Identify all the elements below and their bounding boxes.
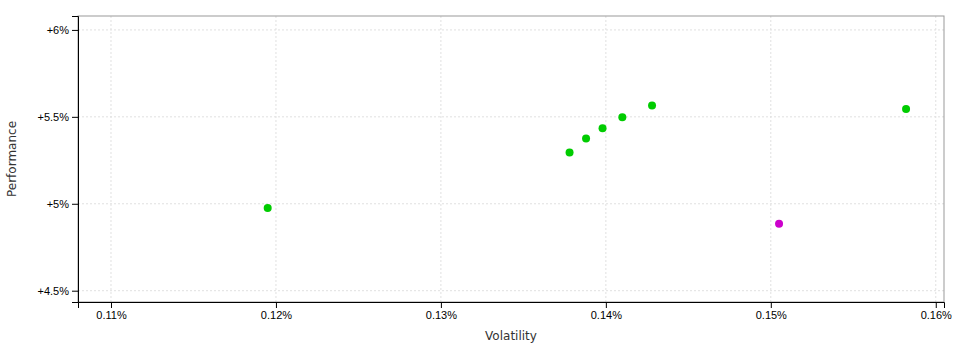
y-tick-label: +6% (47, 24, 70, 36)
point (264, 204, 272, 212)
point (618, 113, 626, 121)
plot-frame (78, 16, 944, 302)
y-tick-label: +5.5% (38, 111, 70, 123)
point (582, 135, 590, 143)
x-grid-line (935, 16, 936, 302)
y-tick-mark (72, 30, 78, 31)
x-tick-mark (276, 302, 277, 308)
x-tick-mark (111, 302, 112, 308)
x-tick: 0.16% (921, 302, 952, 321)
x-tick-mark (936, 302, 937, 308)
x-tick-mark (441, 302, 442, 308)
y-tick: +4.5% (38, 285, 79, 297)
x-axis-line (79, 303, 945, 309)
x-tick-mark (771, 302, 772, 308)
point (902, 105, 910, 113)
x-axis-title: Volatility (485, 329, 537, 343)
x-tick: 0.14% (591, 302, 622, 321)
y-grid-line (78, 116, 944, 117)
y-tick-mark (72, 291, 78, 292)
x-grid-line (770, 16, 771, 302)
y-grid-line (78, 290, 944, 291)
point (566, 148, 574, 156)
x-tick: 0.15% (756, 302, 787, 321)
x-tick-label: 0.16% (921, 309, 952, 321)
point (775, 220, 783, 228)
x-tick: 0.12% (261, 302, 292, 321)
x-tick-label: 0.14% (591, 309, 622, 321)
y-grid-line (78, 29, 944, 30)
marks (264, 102, 910, 228)
y-axis: +4.5% +5% +5.5% +6% (38, 17, 79, 303)
series (264, 102, 910, 213)
x-grid-line (275, 16, 276, 302)
y-axis-line (72, 17, 79, 303)
y-tick-mark (72, 117, 78, 118)
x-tick-label: 0.13% (426, 309, 457, 321)
x-axis: 0.11% 0.12% 0.13% 0.14% 0.15% 0.16% (79, 302, 953, 321)
point (599, 124, 607, 132)
y-tick-label: +4.5% (38, 285, 70, 297)
point (648, 102, 656, 110)
x-tick-label: 0.12% (261, 309, 292, 321)
x-tick-label: 0.15% (756, 309, 787, 321)
series (775, 220, 783, 228)
x-tick: 0.13% (426, 302, 457, 321)
x-tick-label: 0.11% (96, 309, 127, 321)
y-axis-title: Performance (5, 121, 19, 197)
plot: 0.11% 0.12% 0.13% 0.14% 0.15% 0.16% +4.5% +5% +5… (38, 16, 953, 321)
x-grid-line (110, 16, 111, 302)
y-tick-label: +5% (47, 198, 70, 210)
x-tick: 0.11% (96, 302, 127, 321)
x-grid-line (440, 16, 441, 302)
y-tick-mark (72, 204, 78, 205)
y-tick: +5.5% (38, 111, 79, 123)
grid (78, 16, 944, 302)
y-grid-line (78, 203, 944, 204)
y-tick: +5% (47, 198, 78, 210)
chart: 0.11% 0.12% 0.13% 0.14% 0.15% 0.16% +4.5% +5% +5… (0, 0, 966, 350)
y-tick: +6% (47, 24, 78, 36)
x-tick-mark (606, 302, 607, 308)
x-grid-line (605, 16, 606, 302)
